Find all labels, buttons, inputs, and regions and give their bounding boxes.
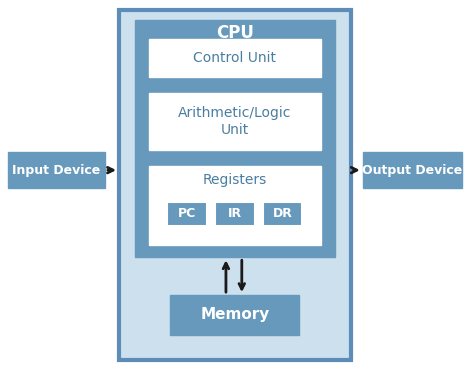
- Bar: [149, 39, 321, 77]
- Bar: [135, 19, 335, 257]
- Text: DR: DR: [273, 207, 292, 220]
- Bar: [149, 93, 321, 150]
- Text: CPU: CPU: [216, 25, 254, 42]
- Text: Input Device: Input Device: [12, 164, 100, 177]
- Bar: [167, 202, 207, 226]
- Bar: [149, 166, 321, 246]
- Text: IR: IR: [228, 207, 242, 220]
- Bar: [8, 152, 105, 188]
- Text: Registers: Registers: [203, 173, 267, 187]
- Text: PC: PC: [178, 207, 196, 220]
- Text: Arithmetic/Logic
Unit: Arithmetic/Logic Unit: [178, 106, 292, 137]
- Bar: [363, 152, 462, 188]
- Text: Output Device: Output Device: [362, 164, 462, 177]
- Bar: [263, 202, 302, 226]
- Text: Control Unit: Control Unit: [193, 51, 276, 65]
- Text: Memory: Memory: [200, 307, 270, 322]
- Bar: [119, 10, 351, 360]
- Bar: [215, 202, 255, 226]
- Bar: [171, 295, 299, 335]
